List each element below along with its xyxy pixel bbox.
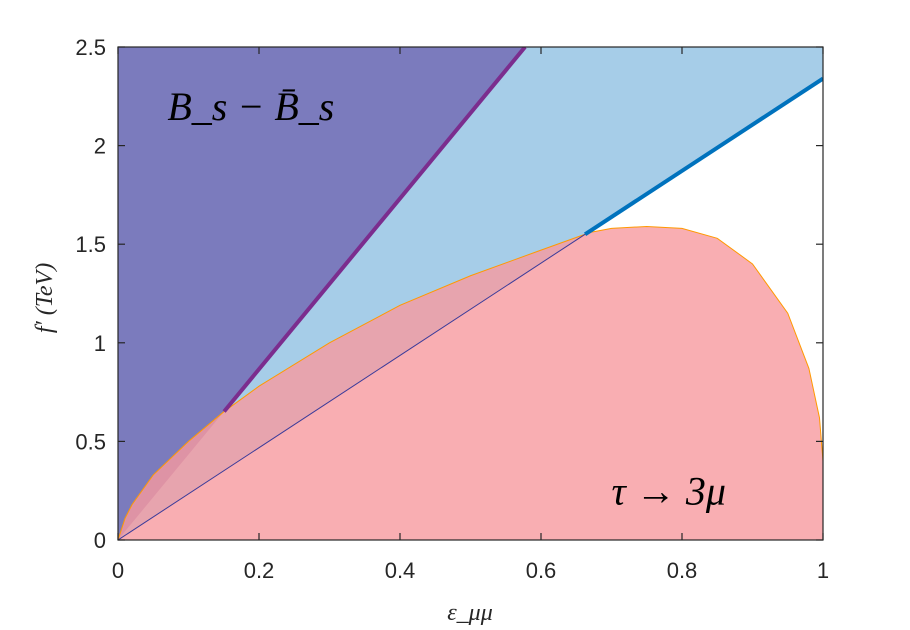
y-tick-label: 1.5 (75, 232, 106, 257)
x-tick-label: 0 (112, 558, 124, 583)
tau-region-label: τ → 3μ (612, 469, 726, 514)
ticks: 0 0.2 0.4 0.6 0.8 1 0 0.5 1 1.5 2 2.5 (75, 35, 829, 583)
plot-area (118, 47, 823, 540)
y-tick-label: 1 (94, 331, 106, 356)
x-tick-label: 0.8 (667, 558, 698, 583)
y-tick-label: 0.5 (75, 429, 106, 454)
x-tick-label: 0.6 (526, 558, 557, 583)
bs-region-label: B_s − B̄_s (167, 84, 334, 129)
x-tick-label: 1 (817, 558, 829, 583)
blue-boundary-line (583, 76, 823, 236)
y-axis-label: f′ (TeV) (32, 263, 58, 333)
y-tick-label: 2 (94, 134, 106, 159)
bs-boundary-line (222, 47, 527, 413)
y-tick-label: 2.5 (75, 35, 106, 60)
y-tick-label: 0 (94, 528, 106, 553)
x-tick-label: 0.4 (385, 558, 416, 583)
x-tick-label: 0.2 (244, 558, 275, 583)
lower-boundary-line (118, 233, 586, 540)
x-axis-label: ε_μμ (447, 600, 493, 626)
plot-frame (117, 46, 824, 541)
